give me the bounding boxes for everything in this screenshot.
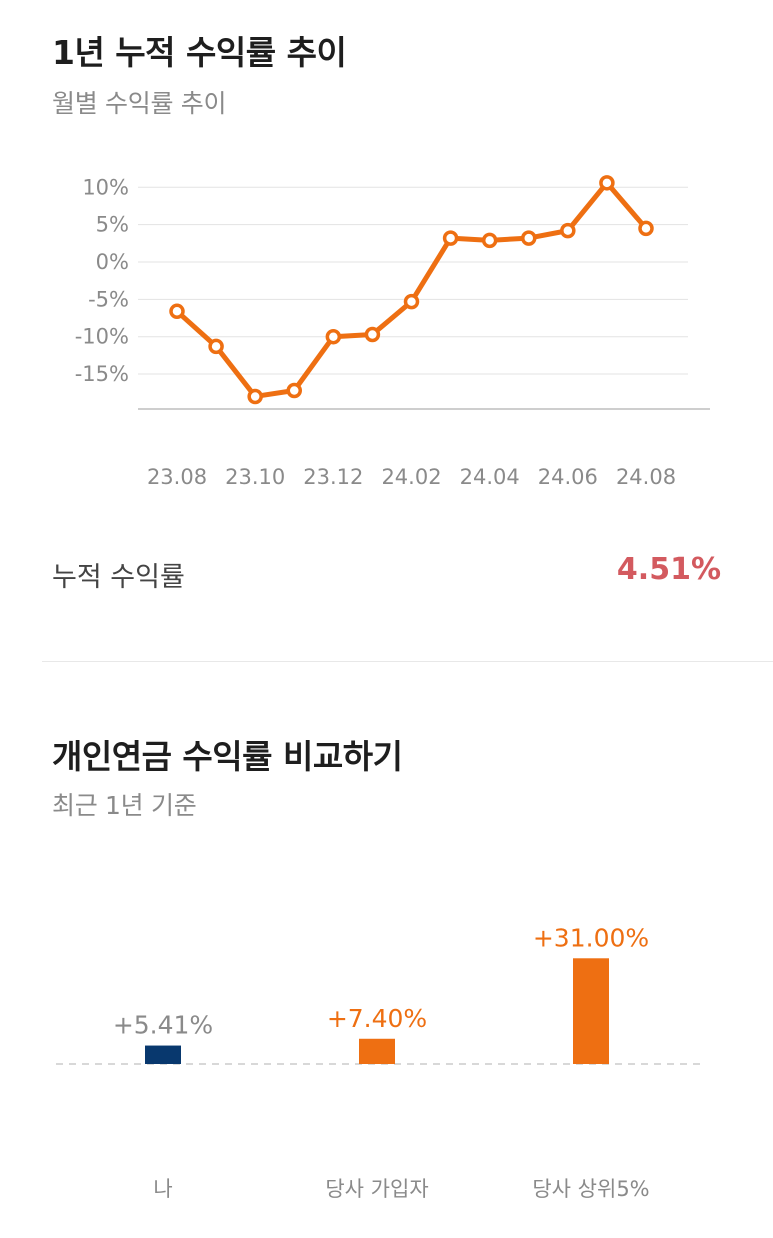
data-point — [442, 230, 459, 246]
x-tick-label: 23.10 — [225, 465, 285, 489]
data-point — [521, 230, 537, 246]
comparison-subtitle: 최근 1년 기준 — [52, 791, 197, 820]
x-tick-label: 24.06 — [538, 465, 598, 489]
category-label: 당사 가입자 — [325, 1177, 428, 1201]
bar-value-label: +7.40% — [327, 1004, 427, 1033]
bar — [573, 958, 609, 1064]
y-tick-label: 0% — [96, 250, 129, 274]
data-point — [208, 338, 224, 355]
bar-value-label: +5.41% — [113, 1011, 213, 1040]
data-point — [325, 328, 342, 345]
section-divider — [42, 661, 773, 662]
data-point — [286, 382, 302, 399]
bar-value-label: +31.00% — [533, 923, 649, 952]
data-point — [169, 303, 185, 320]
y-tick-label: -15% — [75, 362, 129, 386]
y-tick-label: -10% — [75, 325, 129, 349]
cumulative-return-label: 누적 수익률 — [52, 562, 185, 593]
y-tick-label: 10% — [82, 175, 129, 199]
y-tick-label: 5% — [96, 213, 129, 237]
data-point — [560, 222, 576, 239]
data-point — [403, 293, 420, 310]
y-tick-label: -5% — [88, 287, 129, 311]
data-point — [364, 326, 381, 343]
x-tick-label: 23.12 — [303, 465, 363, 489]
bar — [359, 1038, 395, 1064]
data-point — [481, 232, 498, 249]
cumulative-return-value: 4.51% — [616, 552, 721, 587]
x-tick-label: 24.04 — [460, 465, 520, 489]
category-label: 당사 상위5% — [532, 1177, 649, 1201]
x-tick-label: 23.08 — [147, 465, 207, 489]
category-label: 나 — [153, 1177, 172, 1201]
data-point — [638, 220, 654, 237]
cumulative-return-line-chart: 10% 5% 0% -5% -10% -15% 23.08 23.10 23.12 24.02 24… — [75, 175, 710, 489]
x-tick-label: 24.08 — [616, 465, 676, 489]
line-chart-title: 1년 누적 수익률 추이 — [52, 33, 347, 72]
line-chart-subtitle: 월별 수익률 추이 — [52, 89, 227, 118]
data-point — [599, 175, 615, 191]
bar — [145, 1045, 181, 1064]
comparison-title: 개인연금 수익률 비교하기 — [52, 737, 403, 776]
data-point — [247, 388, 263, 405]
x-tick-label: 24.02 — [381, 465, 441, 489]
